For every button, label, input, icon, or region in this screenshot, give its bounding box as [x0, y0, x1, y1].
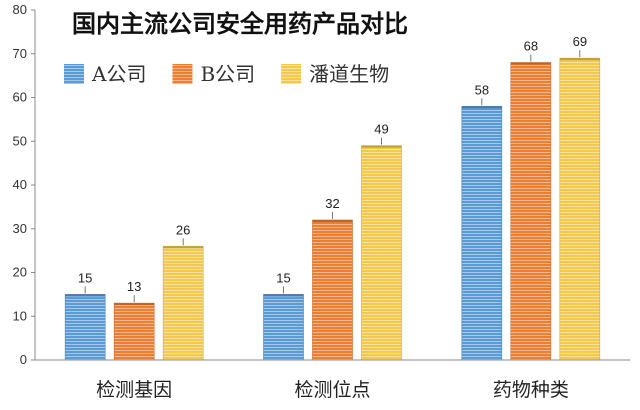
- bar: [312, 219, 353, 361]
- y-tick-label: 20: [13, 265, 27, 280]
- y-axis: 0 10 20 30 40 50 60 70 80: [13, 2, 36, 367]
- bar: [113, 302, 155, 361]
- bar-top-edge: [312, 220, 353, 222]
- bar-top-edge: [510, 62, 551, 65]
- bar: [559, 57, 601, 361]
- legend: A公司 B公司 潘道生物: [64, 62, 389, 86]
- legend-entry: 潘道生物: [309, 62, 389, 86]
- data-label: 13: [127, 279, 141, 294]
- data-labels: 15 13 26 15 32 49 58 68 69: [78, 34, 587, 303]
- y-tick-label: 60: [13, 90, 27, 105]
- bar-top-edge: [163, 246, 204, 249]
- data-label: 58: [475, 82, 489, 97]
- data-label: 49: [374, 122, 388, 137]
- data-label: 32: [325, 196, 339, 211]
- bar-top-edge: [65, 294, 106, 297]
- bar: [461, 105, 503, 361]
- bar: [361, 145, 402, 361]
- x-category-label: 药物种类: [493, 379, 569, 401]
- y-tick-label: 0: [20, 352, 27, 367]
- y-tick-label: 30: [13, 221, 27, 236]
- bar: [263, 294, 304, 361]
- legend-swatch: [172, 64, 193, 84]
- data-label: 26: [176, 222, 190, 237]
- bar-top-edge: [361, 145, 402, 148]
- x-category-label: 检测位点: [294, 379, 370, 401]
- bar-top-edge: [559, 58, 600, 61]
- data-label: 69: [573, 34, 587, 49]
- bars: [64, 57, 601, 361]
- bar-top-edge: [114, 303, 155, 306]
- bar-top-edge: [461, 106, 502, 109]
- data-label: 68: [524, 39, 538, 54]
- legend-entry: A公司: [91, 62, 146, 86]
- legend-swatch: [64, 64, 84, 84]
- data-label: 15: [78, 270, 92, 285]
- chart-title: 国内主流公司安全用药产品对比: [72, 9, 408, 38]
- y-tick-label: 10: [13, 308, 27, 323]
- legend-swatch: [281, 64, 302, 84]
- x-axis: 检测基因 检测位点 药物种类: [35, 359, 630, 401]
- legend-entry: B公司: [200, 62, 255, 86]
- y-tick-label: 50: [13, 133, 27, 148]
- bar-top-edge: [263, 294, 304, 297]
- y-tick-label: 40: [13, 177, 27, 192]
- y-tick-label: 70: [13, 46, 27, 61]
- x-category-label: 检测基因: [96, 379, 172, 401]
- y-tick-label: 80: [13, 2, 27, 17]
- bar: [64, 294, 106, 361]
- bar: [510, 62, 552, 361]
- data-label: 15: [276, 270, 290, 285]
- bar: [162, 245, 204, 361]
